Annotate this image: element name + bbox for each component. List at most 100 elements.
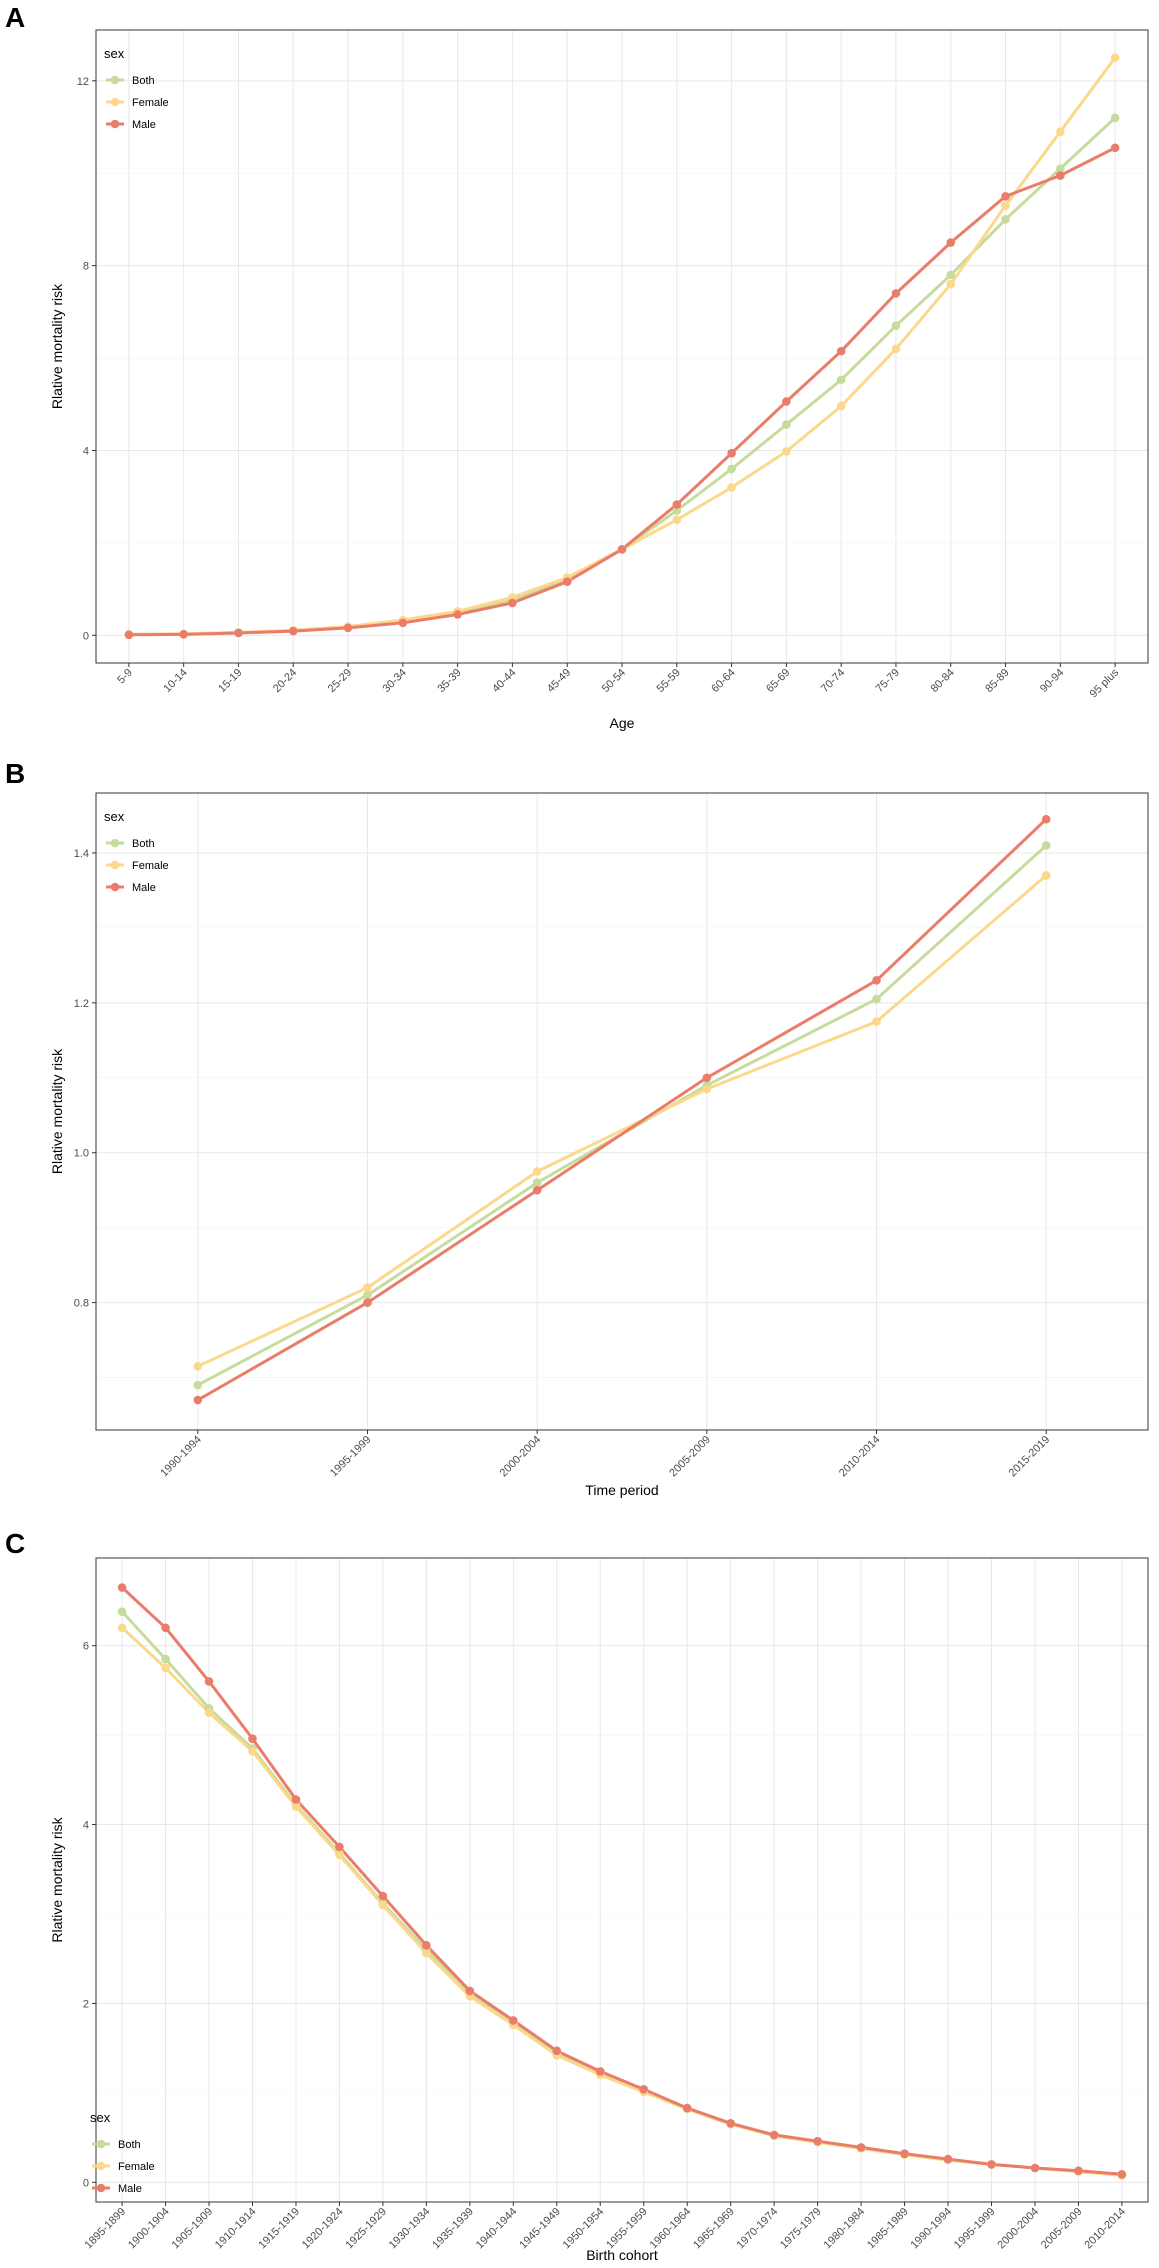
data-point-male xyxy=(508,598,517,608)
y-tick-label: 1.4 xyxy=(74,848,89,860)
data-point-male xyxy=(465,1986,475,1996)
x-tick-label: 1915-1919 xyxy=(256,2206,302,2252)
legend-label-male: Male xyxy=(132,119,156,131)
legend-label-male: Male xyxy=(132,882,156,894)
data-point-male xyxy=(1117,2169,1127,2179)
x-tick-label: 2005-2009 xyxy=(1039,2206,1085,2252)
data-point-female xyxy=(727,483,736,492)
panel-b: B 0.8 1.0 1.2 1.4 1990-1994 1995-1999 2000-2004… xyxy=(5,758,1149,1498)
legend-title: sex xyxy=(104,46,125,61)
data-point-female xyxy=(378,1900,388,1910)
plot-background xyxy=(96,793,1148,1430)
legend-title: sex xyxy=(90,2110,111,2125)
y-tick-label: 8 xyxy=(83,261,89,273)
x-tick-label: 2015-2019 xyxy=(1007,1434,1053,1480)
x-axis-title: Age xyxy=(610,715,635,731)
x-tick-label: 45-49 xyxy=(545,667,573,695)
x-tick-label: 2010-2014 xyxy=(1082,2206,1128,2252)
data-point-both xyxy=(872,994,881,1004)
x-tick-label: 60-64 xyxy=(709,667,737,695)
x-tick-label: 1895-1899 xyxy=(83,2206,129,2252)
x-tick-label: 1995-1999 xyxy=(328,1434,374,1480)
data-point-both xyxy=(891,321,901,331)
x-tick-label: 50-54 xyxy=(600,667,628,695)
data-point-male xyxy=(891,289,901,298)
x-tick-label: 80-84 xyxy=(928,667,956,695)
data-point-male xyxy=(117,1583,127,1592)
x-tick-label: 1995-1999 xyxy=(952,2206,998,2252)
x-tick-label: 1940-1944 xyxy=(474,2206,520,2252)
x-tick-label: 70-74 xyxy=(819,667,847,695)
x-tick-label: 2000-2004 xyxy=(995,2206,1041,2252)
x-tick-label: 1930-1934 xyxy=(387,2206,433,2252)
data-point-male xyxy=(595,2067,605,2076)
data-point-male xyxy=(987,2160,996,2169)
x-tick-label: 85-89 xyxy=(983,667,1011,695)
data-point-male xyxy=(161,1623,170,1633)
data-point-male xyxy=(727,448,736,458)
y-tick-label: 1.0 xyxy=(74,1148,89,1160)
y-axis-title: Rlative mortality risk xyxy=(49,1048,65,1174)
data-point-male xyxy=(836,346,846,356)
data-point-female xyxy=(672,515,682,525)
x-tick-label: 40-44 xyxy=(490,667,518,695)
plot-background xyxy=(96,1558,1148,2202)
data-point-female xyxy=(248,1746,257,1756)
y-tick-label: 2 xyxy=(83,1998,89,2010)
data-point-male xyxy=(726,2118,735,2128)
x-tick-label: 1925-1929 xyxy=(343,2206,389,2252)
x-tick-label: 1960-1964 xyxy=(648,2206,694,2252)
x-tick-label: 1985-1989 xyxy=(865,2206,911,2252)
legend-key-point xyxy=(96,2161,106,2171)
legend-key-point xyxy=(110,97,120,107)
panel-a: A 0 4 8 12 5-9 10-14 15-19 20-24 25-29 30-34 35-39 4… xyxy=(5,2,1149,731)
data-point-female xyxy=(1056,127,1065,136)
data-point-male xyxy=(363,1298,372,1307)
panel-letter: B xyxy=(5,758,25,789)
legend: sex Both Female Male xyxy=(104,809,169,894)
data-point-male xyxy=(398,618,408,628)
data-point-male xyxy=(234,628,243,638)
panel-c: C 0 2 4 6 1895-18991900-19041905-19091910-191… xyxy=(5,1528,1149,2263)
data-point-both xyxy=(782,420,791,429)
data-point-female xyxy=(1001,201,1010,210)
data-point-male xyxy=(562,577,572,586)
x-tick-label: 1990-1994 xyxy=(158,1434,204,1480)
data-point-male xyxy=(617,545,627,554)
legend: sex Both Female Male xyxy=(104,46,169,131)
data-point-female xyxy=(872,1017,881,1026)
data-point-both xyxy=(193,1380,203,1390)
y-tick-label: 4 xyxy=(83,445,89,457)
data-point-female xyxy=(532,1167,542,1176)
legend-key-point xyxy=(110,838,120,848)
legend-key-point xyxy=(96,2183,106,2193)
x-tick-label: 1975-1979 xyxy=(778,2206,824,2252)
x-tick-label: 20-24 xyxy=(271,667,299,695)
data-point-male xyxy=(1074,2166,1083,2175)
data-point-male xyxy=(552,2046,562,2056)
data-point-male xyxy=(204,1677,214,1686)
data-point-female xyxy=(702,1084,712,1094)
x-tick-label: 2010-2014 xyxy=(837,1434,883,1480)
legend-label-female: Female xyxy=(132,860,169,872)
x-tick-label: 1970-1974 xyxy=(735,2206,781,2252)
data-point-both xyxy=(1056,164,1065,173)
legend-key-point xyxy=(110,882,120,892)
data-point-male xyxy=(288,626,298,636)
data-point-male xyxy=(813,2136,822,2146)
data-point-male xyxy=(1110,143,1120,153)
data-point-male xyxy=(682,2103,692,2113)
legend-title: sex xyxy=(104,809,125,824)
legend-label-male: Male xyxy=(118,2183,142,2195)
data-point-female xyxy=(891,344,901,354)
data-point-both xyxy=(672,506,682,515)
x-tick-label: 1910-1914 xyxy=(213,2206,259,2252)
legend-label-both: Both xyxy=(132,75,155,87)
x-tick-label: 1965-1969 xyxy=(691,2206,737,2252)
panel-letter: C xyxy=(5,1528,25,1559)
data-point-both xyxy=(836,375,846,385)
data-point-male xyxy=(672,500,682,509)
data-point-male xyxy=(378,1891,388,1901)
data-point-male xyxy=(453,610,462,619)
data-point-male xyxy=(343,623,353,633)
